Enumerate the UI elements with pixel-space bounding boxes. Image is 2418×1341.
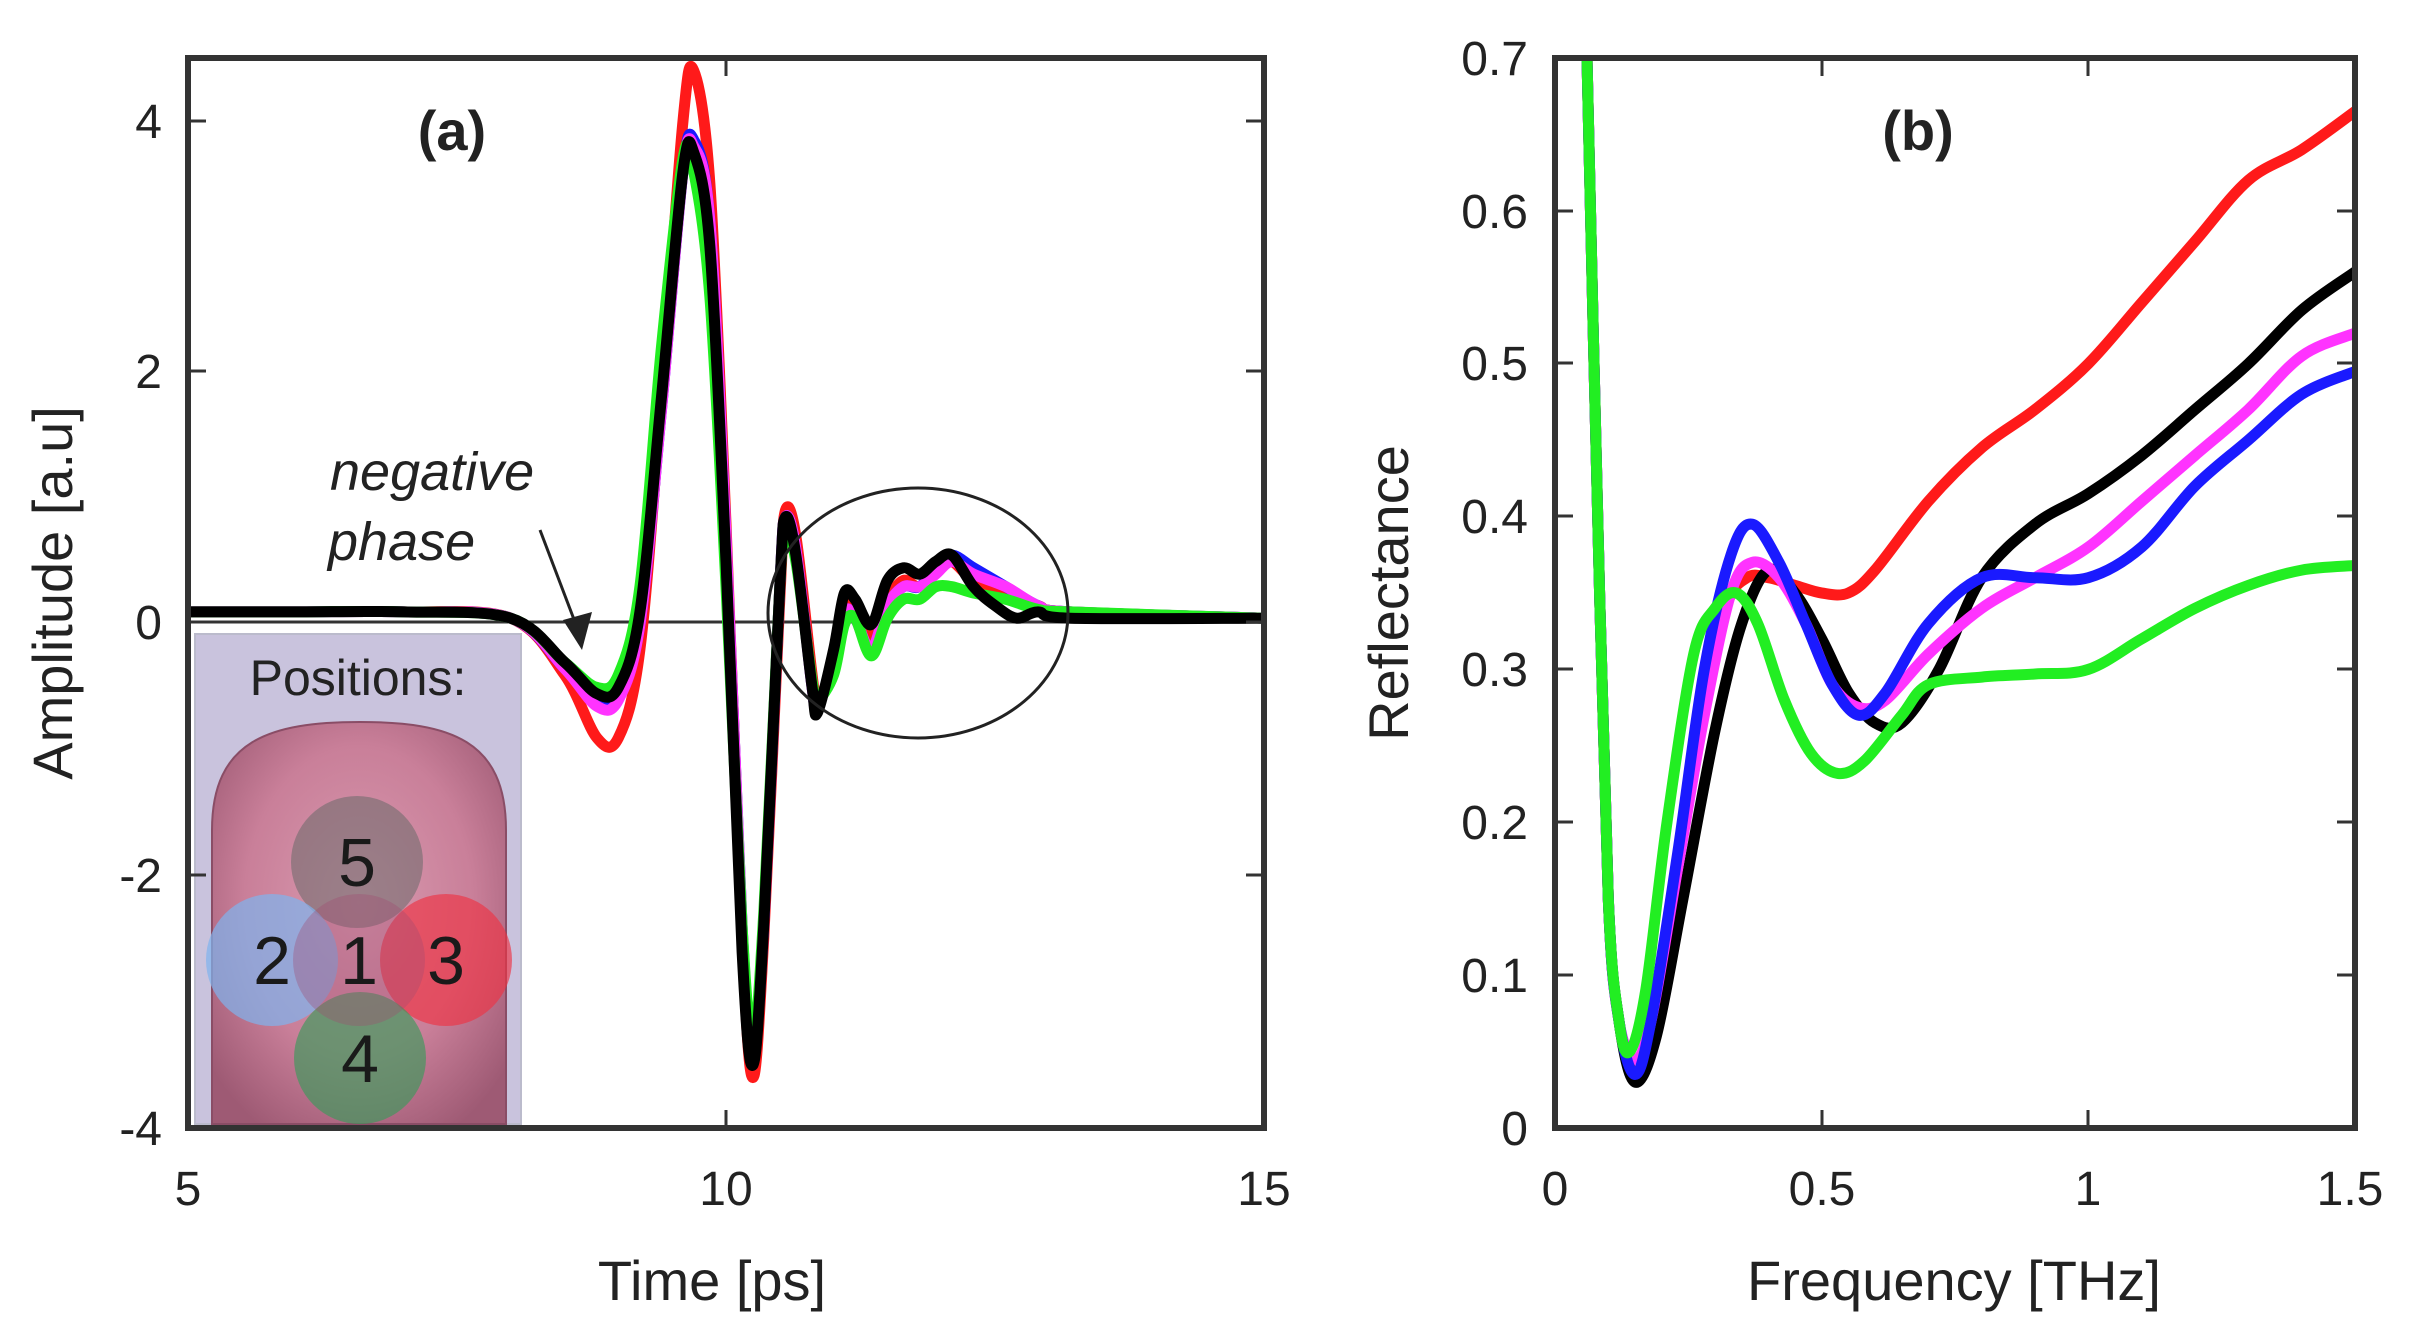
position-circle-1 [293,894,425,1026]
negative-phase-label-line1: negative [330,442,534,502]
panel-a: negative phase Positions: 5 2 1 3 4 [21,55,1291,1312]
panel-a-tag: (a) [418,99,486,162]
position-circle-4 [294,992,426,1124]
panel-b-ytick-0: 0 [1501,1103,1528,1156]
panel-b-xtick-0.5: 0.5 [1789,1163,1856,1216]
panel-b-xtick-0: 0 [1542,1163,1569,1216]
panel-a-xtick-15: 15 [1237,1163,1290,1216]
position-circles [206,796,512,1124]
panel-a-xtick-10: 10 [699,1163,752,1216]
positions-inset: Positions: 5 2 1 3 4 [194,633,522,1125]
position-label-5: 5 [338,825,376,901]
panel-a-xlabel: Time [ps] [598,1249,826,1312]
position-label-2: 2 [253,923,291,999]
negative-phase-arrow [538,529,592,650]
panel-b-ytick-0.5: 0.5 [1461,338,1528,391]
position-circle-2 [206,894,338,1026]
position-circle-5 [291,796,423,928]
panel-a-ylabel: Amplitude [a.u] [21,406,84,780]
panel-b-series-group [1581,58,2355,1088]
panel-b-series-green [1581,58,2355,1059]
panel-a-xtick-5: 5 [175,1163,202,1216]
panel-a-ringing-ellipse [766,486,1070,740]
panel-b-ytick-0.2: 0.2 [1461,797,1528,850]
panel-b-ticks [1555,58,2355,1128]
negative-phase-label-line2: phase [326,512,475,572]
panel-a-ticks [188,58,1264,1128]
panel-b: 0.7 0.6 0.5 0.4 0.3 0.2 0.1 0 0 0.5 1 1.… [1357,33,2383,1312]
panel-a-ytick-neg4: -4 [119,1103,162,1156]
panel-b-xtick-1.5: 1.5 [2317,1163,2384,1216]
panel-a-ytick-0: 0 [135,597,162,650]
panel-a-series-group [188,60,1264,1084]
panel-a-series-black [188,136,1264,1071]
position-circle-3 [380,894,512,1026]
position-label-1: 1 [340,923,378,999]
panel-b-ytick-0.1: 0.1 [1461,950,1528,1003]
panel-b-ytick-0.3: 0.3 [1461,644,1528,697]
panel-a-ytick-2: 2 [135,346,162,399]
panel-b-frame [1552,55,2358,1131]
position-label-3: 3 [427,923,465,999]
panel-a-ytick-4: 4 [135,96,162,149]
panel-b-xlabel: Frequency [THz] [1747,1249,2161,1312]
panel-b-ytick-0.7: 0.7 [1461,33,1528,86]
panel-b-ytick-0.4: 0.4 [1461,491,1528,544]
panel-a-ytick-neg2: -2 [119,850,162,903]
panel-b-ytick-0.6: 0.6 [1461,186,1528,239]
panel-b-tag: (b) [1882,99,1954,162]
panel-b-ylabel: Reflectance [1357,445,1420,741]
panel-b-xtick-1: 1 [2075,1163,2102,1216]
position-label-4: 4 [341,1021,379,1097]
inset-title: Positions: [250,650,467,706]
